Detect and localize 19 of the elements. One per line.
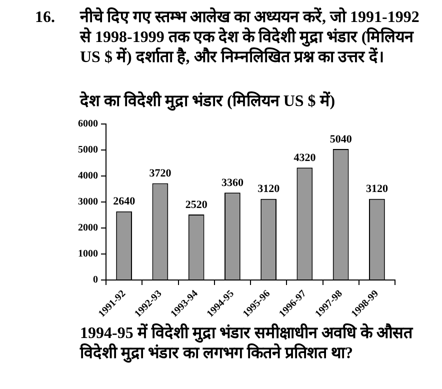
chart-title: देश का विदेशी मुद्रा भंडार (मिलियन US $ में)	[80, 92, 336, 112]
y-tick-label: 2000	[78, 222, 98, 234]
text: नीचे दिए गए स्तम्भ आलेख का अध्ययन करें, जो 1991-1992 से 1998-1999 तक एक देश के विदेशी मुद्रा भंडार (मिलियन US $ में) दर्शाता है, और निम्नलिखित प्रश्न का उत्तर दें।	[80, 8, 420, 68]
y-tick-label: 1000	[78, 248, 98, 260]
data-label: 3720	[149, 168, 172, 180]
y-tick-label: 0	[93, 274, 98, 286]
data-label: 3120	[258, 183, 280, 196]
data-label: 3360	[221, 176, 244, 189]
data-label: 2640	[113, 196, 136, 208]
y-tick-label: 3000	[78, 196, 98, 208]
text: 16.	[35, 8, 55, 28]
data-label: 5040	[330, 133, 352, 146]
y-tick-label: 4000	[78, 170, 98, 182]
text: 1994-95 में विदेशी मुद्रा भंडार समीक्षाधीन अवधि के औसत विदेशी मुद्रा भंडार का लगभग कितने प्रतिशत था?	[80, 324, 414, 364]
y-tick-label: 6000	[78, 118, 98, 130]
data-label: 4320	[294, 152, 316, 164]
data-label: 3120	[366, 183, 388, 196]
y-tick-label: 5000	[78, 144, 98, 156]
data-label: 2520	[185, 198, 208, 211]
